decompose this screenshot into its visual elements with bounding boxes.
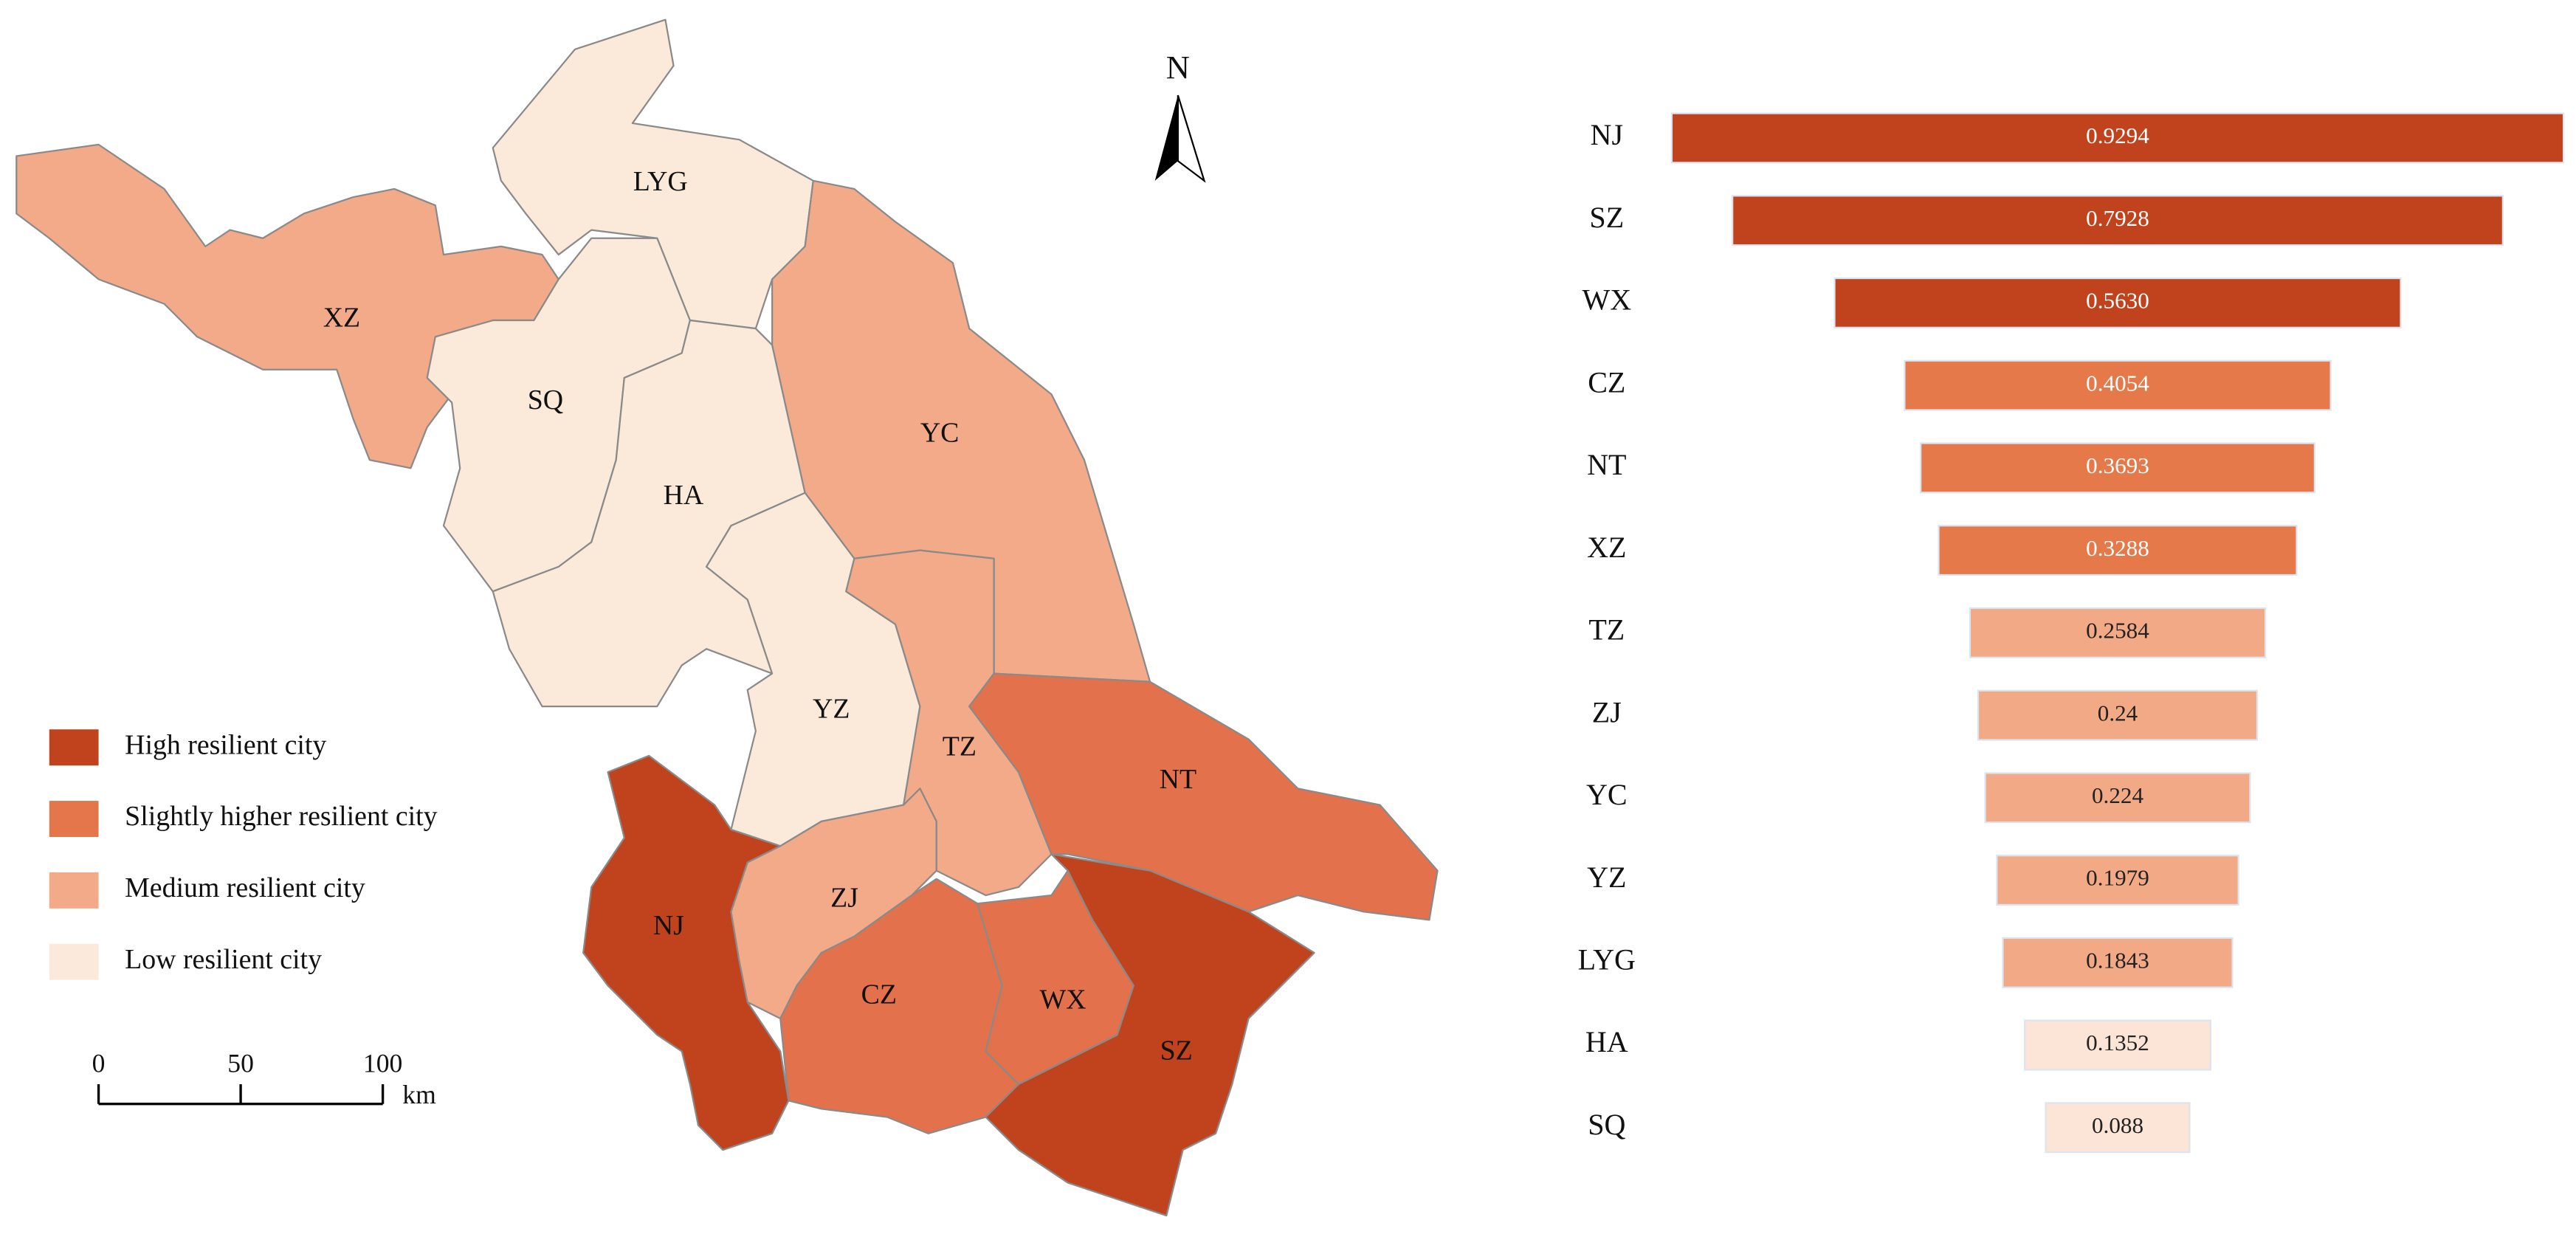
region-label: HA: [664, 480, 704, 511]
value-label: 0.5630: [2086, 288, 2149, 314]
legend-label: Slightly higher resilient city: [125, 801, 437, 832]
north-arrow: [1154, 95, 1178, 181]
y-tick-label: CZ: [1588, 365, 1625, 399]
bar: [1670, 112, 2565, 164]
bar: [2002, 937, 2234, 988]
value-label: 0.1979: [2086, 865, 2149, 891]
y-tick-label: SQ: [1588, 1108, 1625, 1141]
legend-swatch: [49, 801, 99, 838]
bar: [1732, 195, 2504, 247]
region: [968, 672, 1439, 921]
value-label: 0.3693: [2086, 452, 2149, 478]
legend-swatch: [49, 943, 99, 980]
bar: [1904, 359, 2332, 411]
north-arrow: [1177, 94, 1206, 183]
bar: [1977, 689, 2259, 741]
y-tick-label: NJ: [1591, 118, 1624, 151]
bar: [1996, 855, 2239, 906]
region: [582, 754, 790, 1151]
region-label: CZ: [861, 979, 897, 1010]
region-label: WX: [1040, 984, 1086, 1015]
chart: NJ 0.9294 SZ 0.7928 WX 0.5630 CZ 0.4054 NT 0.3693…: [1578, 112, 2565, 1154]
region-label: SQ: [528, 385, 563, 416]
region-label: SZ: [1160, 1035, 1193, 1066]
region-label: XZ: [323, 303, 360, 334]
value-label: 0.1352: [2086, 1030, 2149, 1055]
legend-swatch: [49, 872, 99, 909]
region-label: YC: [920, 418, 960, 449]
region-label: LYG: [633, 166, 688, 197]
y-tick-label: YZ: [1587, 861, 1626, 894]
y-tick-label: HA: [1585, 1025, 1628, 1058]
value-label: 0.3288: [2086, 535, 2149, 561]
bar: [2023, 1019, 2212, 1071]
scale-tick-label: 0: [92, 1049, 106, 1078]
y-tick-label: WX: [1582, 283, 1631, 317]
y-tick-label: LYG: [1578, 943, 1636, 976]
value-label: 0.088: [2092, 1112, 2143, 1138]
legend: High resilient city Slightly higher resil…: [49, 729, 438, 980]
region-label: YZ: [813, 693, 850, 724]
region-label: NJ: [653, 910, 684, 941]
value-label: 0.2584: [2086, 618, 2149, 644]
value-label: 0.1843: [2086, 947, 2149, 973]
value-label: 0.4054: [2086, 370, 2149, 396]
scale-tick-label: 100: [363, 1049, 402, 1078]
bar: [1920, 442, 2315, 494]
map: LYG XZ SQ HA YC YZ TZ NT NJ ZJ CZ WX SZ …: [16, 18, 1439, 1217]
north-label: N: [1166, 49, 1190, 86]
legend-swatch: [49, 729, 99, 766]
bar: [1984, 772, 2251, 824]
scale-tick-label: 50: [227, 1049, 254, 1078]
region-label: NT: [1160, 764, 1196, 795]
region-label: TZ: [943, 731, 977, 762]
y-tick-label: NT: [1587, 448, 1626, 481]
value-label: 0.224: [2092, 782, 2144, 808]
bar: [1969, 607, 2267, 658]
bar: [1833, 277, 2402, 328]
bar: [1938, 525, 2298, 576]
y-tick-label: TZ: [1588, 613, 1625, 647]
region: [985, 853, 1315, 1217]
value-label: 0.9294: [2086, 123, 2149, 148]
y-tick-label: ZJ: [1592, 695, 1622, 728]
legend-label: Low resilient city: [125, 944, 322, 975]
y-tick-label: YC: [1586, 778, 1628, 811]
legend-label: Medium resilient city: [125, 872, 365, 903]
scale-unit: km: [402, 1080, 436, 1109]
value-label: 0.24: [2098, 700, 2138, 726]
value-label: 0.7928: [2086, 205, 2149, 231]
region: [492, 319, 806, 708]
region-label: ZJ: [830, 882, 858, 913]
bar: [2045, 1102, 2191, 1154]
legend-label: High resilient city: [125, 729, 326, 760]
y-tick-label: XZ: [1587, 531, 1626, 564]
y-tick-label: SZ: [1589, 201, 1624, 234]
region: [845, 549, 1053, 897]
